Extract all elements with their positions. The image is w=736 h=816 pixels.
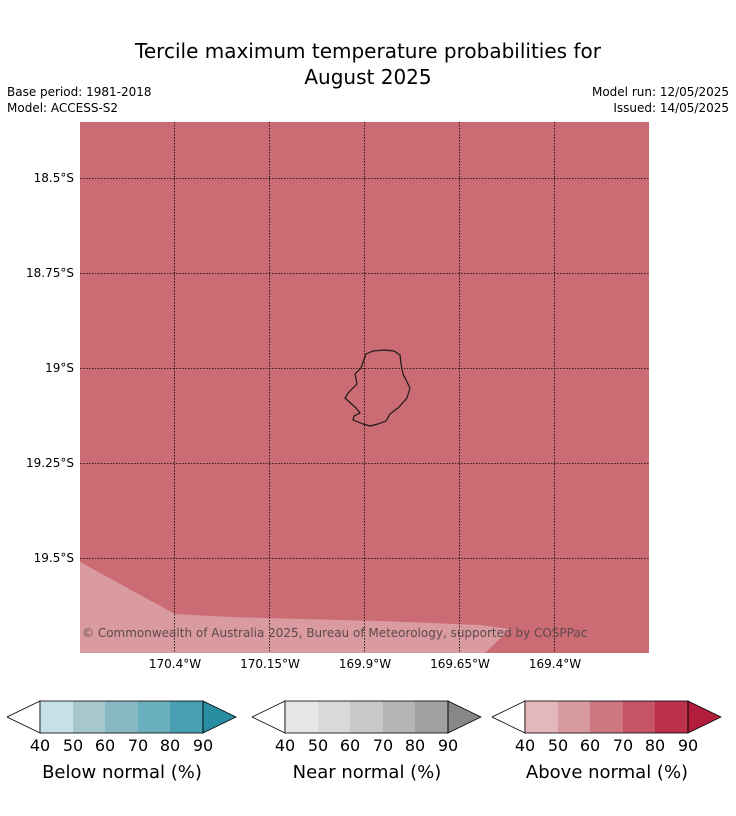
colorbar-high-arrow (447, 700, 482, 734)
legend-above-normal: 40 50 60 70 80 90 Above normal (%) (491, 700, 722, 783)
colorbar-segment (105, 701, 138, 733)
colorbar-tick: 50 (547, 736, 569, 755)
legend-below-normal: 40 50 60 70 80 90 Below normal (%) (6, 700, 237, 783)
colorbar-tick: 40 (274, 736, 296, 755)
map-panel[interactable]: © Commonwealth of Australia 2025, Bureau… (80, 122, 649, 653)
gridlines (80, 122, 649, 653)
colorbar-tick: 60 (94, 736, 116, 755)
title-line-1: Tercile maximum temperature probabilitie… (135, 39, 601, 63)
colorbar-segment (590, 701, 623, 733)
colorbar-tick: 50 (307, 736, 329, 755)
map-title: Tercile maximum temperature probabilitie… (0, 38, 736, 90)
colorbar-segment (623, 701, 655, 733)
y-tick-label: 19.5°S (33, 551, 74, 565)
colorbar-high-arrow (202, 700, 237, 734)
colorbar-segment (170, 701, 203, 733)
x-tick-label: 170.15°W (240, 657, 300, 671)
colorbar-segment (383, 701, 415, 733)
colorbar-segment (285, 701, 318, 733)
base-period: Base period: 1981-2018 (7, 85, 152, 99)
issued-date: Issued: 14/05/2025 (613, 101, 729, 115)
y-tick-label: 19.25°S (26, 456, 74, 470)
colorbar-above-normal (491, 700, 722, 734)
colorbar-tick: 80 (159, 736, 181, 755)
colorbar-near-normal (251, 700, 482, 734)
colorbar-segment (525, 701, 558, 733)
colorbar-high-arrow (687, 700, 722, 734)
colorbar-segment (415, 701, 448, 733)
x-tick-label: 169.65°W (430, 657, 490, 671)
colorbar-tick: 80 (644, 736, 666, 755)
colorbar-tick: 70 (127, 736, 149, 755)
colorbar-segment (558, 701, 590, 733)
colorbar-segment (138, 701, 170, 733)
colorbar-tick: 90 (677, 736, 699, 755)
colorbar-segment (318, 701, 350, 733)
colorbar-segment (655, 701, 688, 733)
colorbar-tick: 90 (437, 736, 459, 755)
map-canvas (80, 122, 649, 653)
colorbar-segment (73, 701, 105, 733)
legend-label: Above normal (%) (525, 762, 689, 783)
colorbar-tick: 40 (514, 736, 536, 755)
title-line-2: August 2025 (304, 65, 432, 89)
colorbar-tick: 40 (29, 736, 51, 755)
x-tick-label: 169.4°W (528, 657, 582, 671)
colorbar-low-arrow (491, 700, 526, 734)
island-coastline (344, 349, 411, 427)
colorbar-low-arrow (6, 700, 41, 734)
colorbar-outline (284, 700, 449, 734)
colorbar-tick: 60 (339, 736, 361, 755)
legend-label: Near normal (%) (292, 762, 442, 783)
colorbar-outline (524, 700, 689, 734)
colorbar-tick: 50 (62, 736, 84, 755)
colorbar-tick: 80 (404, 736, 426, 755)
model-run: Model run: 12/05/2025 (591, 85, 729, 99)
lower-probability-region (80, 562, 510, 653)
colorbar-tick: 60 (579, 736, 601, 755)
x-tick-label: 169.9°W (338, 657, 392, 671)
copyright-notice: © Commonwealth of Australia 2025, Bureau… (82, 626, 588, 640)
y-tick-label: 18.5°S (33, 171, 74, 185)
colorbar-tick: 70 (612, 736, 634, 755)
colorbar-tick: 90 (192, 736, 214, 755)
y-tick-label: 18.75°S (26, 266, 74, 280)
colorbar-below-normal (6, 700, 237, 734)
legend-near-normal: 40 50 60 70 80 90 Near normal (%) (251, 700, 482, 783)
x-tick-label: 170.4°W (148, 657, 202, 671)
colorbar-tick: 70 (372, 736, 394, 755)
legend-label: Below normal (%) (42, 762, 202, 783)
meta-left: Base period: 1981-2018 Model: ACCESS-S2 (7, 84, 152, 116)
model-name: Model: ACCESS-S2 (7, 101, 119, 115)
colorbar-segment (40, 701, 73, 733)
colorbar-outline (39, 700, 204, 734)
y-tick-label: 19°S (45, 361, 74, 375)
colorbar-low-arrow (251, 700, 286, 734)
colorbar-segment (350, 701, 383, 733)
meta-right: Model run: 12/05/2025 Issued: 14/05/2025 (592, 84, 729, 116)
